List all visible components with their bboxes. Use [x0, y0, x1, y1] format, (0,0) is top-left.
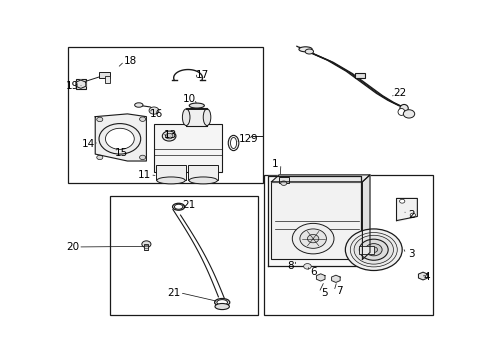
- Text: 6: 6: [309, 267, 316, 277]
- Polygon shape: [316, 274, 325, 281]
- Bar: [354, 73, 365, 78]
- Text: 1: 1: [271, 159, 278, 169]
- Ellipse shape: [134, 103, 142, 107]
- Circle shape: [409, 213, 415, 217]
- Text: 13: 13: [163, 130, 177, 140]
- Text: 16: 16: [150, 109, 163, 119]
- Text: 11: 11: [138, 170, 151, 180]
- Circle shape: [105, 128, 134, 149]
- Ellipse shape: [399, 104, 407, 112]
- Circle shape: [399, 199, 404, 203]
- Circle shape: [97, 155, 102, 159]
- Bar: [264, 175, 432, 315]
- Circle shape: [149, 107, 159, 114]
- Text: 18: 18: [123, 56, 137, 66]
- Bar: [186, 108, 206, 126]
- Circle shape: [303, 264, 311, 269]
- Bar: [99, 72, 109, 78]
- Ellipse shape: [174, 204, 183, 209]
- Circle shape: [139, 155, 145, 159]
- Ellipse shape: [228, 135, 238, 150]
- Text: 3: 3: [407, 249, 414, 259]
- Polygon shape: [418, 272, 427, 280]
- Ellipse shape: [217, 300, 227, 305]
- Ellipse shape: [214, 298, 229, 306]
- Bar: [68, 48, 263, 183]
- Circle shape: [403, 110, 414, 118]
- Polygon shape: [331, 275, 340, 283]
- Circle shape: [365, 244, 381, 256]
- Ellipse shape: [298, 47, 311, 52]
- Polygon shape: [95, 114, 146, 161]
- Text: 2: 2: [407, 210, 414, 220]
- Text: 20: 20: [66, 242, 79, 252]
- Ellipse shape: [397, 108, 404, 116]
- Circle shape: [307, 234, 318, 243]
- Ellipse shape: [203, 109, 210, 126]
- Circle shape: [299, 229, 326, 248]
- Bar: [104, 76, 110, 84]
- Bar: [271, 182, 362, 260]
- Polygon shape: [267, 176, 360, 266]
- Text: 21: 21: [167, 288, 180, 298]
- Circle shape: [142, 241, 151, 247]
- Bar: [76, 79, 85, 89]
- Bar: [156, 165, 186, 180]
- Text: 17: 17: [195, 70, 208, 80]
- Text: 22: 22: [393, 88, 406, 98]
- Text: 5: 5: [321, 288, 327, 298]
- Text: 7: 7: [336, 286, 342, 296]
- Text: 9: 9: [250, 134, 256, 144]
- Text: 8: 8: [286, 261, 293, 271]
- Bar: [188, 165, 218, 180]
- Polygon shape: [271, 175, 369, 182]
- Circle shape: [280, 181, 286, 185]
- Text: 14: 14: [81, 139, 95, 149]
- Ellipse shape: [215, 303, 229, 310]
- Text: 19: 19: [66, 81, 79, 91]
- Text: 10: 10: [183, 94, 195, 104]
- Ellipse shape: [230, 138, 236, 149]
- Circle shape: [99, 123, 141, 154]
- Circle shape: [359, 239, 387, 260]
- Text: 21: 21: [182, 201, 195, 210]
- Circle shape: [139, 117, 145, 121]
- Bar: [154, 123, 222, 172]
- Ellipse shape: [172, 203, 184, 210]
- Ellipse shape: [189, 177, 217, 184]
- Circle shape: [162, 131, 176, 141]
- Polygon shape: [396, 198, 416, 221]
- Bar: [144, 244, 148, 250]
- Circle shape: [349, 233, 396, 267]
- Bar: [279, 177, 288, 183]
- Ellipse shape: [305, 49, 313, 54]
- Text: 4: 4: [423, 273, 429, 283]
- Circle shape: [353, 235, 393, 264]
- Ellipse shape: [157, 177, 185, 184]
- Circle shape: [369, 247, 377, 252]
- Circle shape: [97, 117, 102, 122]
- Text: 15: 15: [114, 148, 127, 158]
- Polygon shape: [362, 175, 369, 260]
- Bar: [358, 246, 373, 254]
- Polygon shape: [76, 80, 85, 89]
- Ellipse shape: [189, 103, 204, 108]
- Circle shape: [165, 133, 173, 139]
- Circle shape: [345, 229, 401, 270]
- Text: 12: 12: [239, 134, 252, 144]
- Ellipse shape: [182, 109, 189, 126]
- Circle shape: [292, 223, 333, 254]
- Bar: [110, 196, 258, 315]
